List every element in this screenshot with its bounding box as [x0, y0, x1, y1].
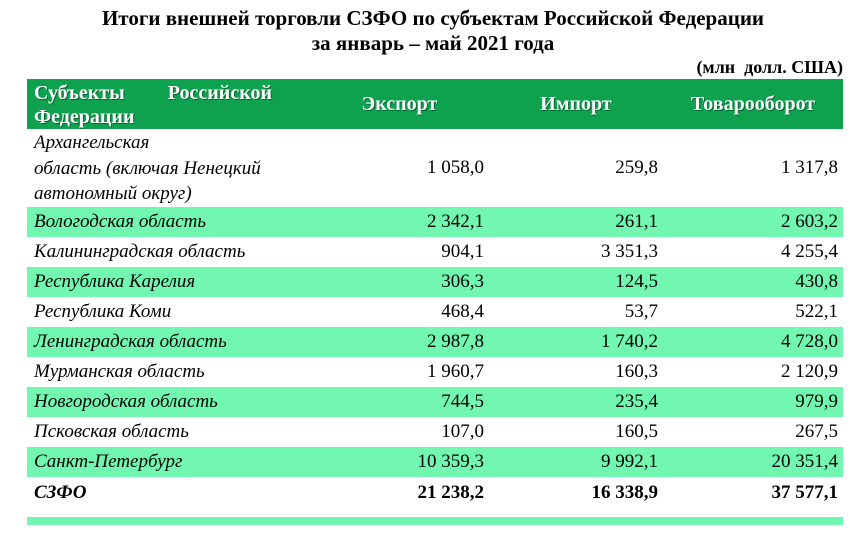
table-row: Ленинградская область 2 987,8 1 740,2 4 …: [27, 326, 843, 357]
region-name: Новгородская область: [34, 390, 218, 412]
turnover-value: 4 728,0: [781, 330, 838, 352]
import-value: 124,5: [615, 270, 658, 292]
table-row: Архангельская область (включая Ненецкий …: [27, 129, 843, 207]
region-name: Республика Коми: [34, 300, 172, 322]
column-header-turnover: Товарооборот: [690, 92, 816, 115]
trade-table: Субъекты Российской Федерации Экспорт Им…: [27, 79, 843, 509]
region-name: Вологодская область: [34, 210, 207, 232]
turnover-value: 979,9: [795, 390, 838, 412]
table-body: Архангельская область (включая Ненецкий …: [27, 129, 843, 509]
region-name: Санкт-Петербург: [34, 450, 183, 472]
turnover-value: 20 351,4: [771, 450, 839, 472]
title-line-2: за январь – май 2021 года: [311, 31, 555, 55]
page: Итоги внешней торговли СЗФО по субъектам…: [0, 6, 866, 525]
table-row: Калининградская область 904,1 3 351,3 4 …: [27, 237, 843, 267]
table-row: Псковская область 107,0 160,5 267,5: [27, 417, 843, 447]
export-value: 306,3: [441, 270, 484, 292]
export-value: 1 960,7: [427, 360, 484, 382]
region-name: СЗФО: [34, 481, 87, 503]
page-title: Итоги внешней торговли СЗФО по субъектам…: [0, 6, 866, 56]
import-value: 235,4: [615, 390, 658, 412]
export-value: 1 058,0: [427, 156, 484, 178]
turnover-value: 522,1: [795, 300, 838, 322]
export-value: 744,5: [441, 390, 484, 412]
export-value: 904,1: [441, 240, 484, 262]
table-row: Мурманская область 1 960,7 160,3 2 120,9: [27, 357, 843, 387]
turnover-value: 37 577,1: [771, 481, 839, 503]
turnover-value: 1 317,8: [781, 156, 838, 178]
region-name: Калининградская область: [34, 240, 246, 262]
import-value: 16 338,9: [591, 481, 659, 503]
import-value: 1 740,2: [601, 330, 658, 352]
import-value: 160,3: [615, 360, 658, 382]
region-name: Архангельская область (включая Ненецкий …: [34, 132, 261, 204]
table-row: Вологодская область 2 342,1 261,1 2 603,…: [27, 206, 843, 237]
export-value: 21 238,2: [417, 481, 485, 503]
import-value: 9 992,1: [601, 450, 658, 472]
region-name: Республика Карелия: [34, 270, 196, 292]
import-value: 160,5: [615, 420, 658, 442]
import-value: 261,1: [615, 210, 658, 232]
region-name: Псковская область: [34, 420, 189, 442]
export-value: 107,0: [441, 420, 484, 442]
column-header-import: Импорт: [540, 92, 612, 115]
turnover-value: 2 603,2: [781, 210, 838, 232]
turnover-value: 430,8: [795, 270, 838, 292]
table-bottom-border: [27, 516, 843, 525]
column-header-subjects: Субъекты Российской Федерации: [34, 82, 272, 128]
export-value: 10 359,3: [417, 450, 485, 472]
import-value: 53,7: [624, 300, 658, 322]
table-row: СЗФО 21 238,2 16 338,9 37 577,1: [27, 477, 843, 509]
table-row: Республика Коми 468,4 53,7 522,1: [27, 297, 843, 327]
region-name: Мурманская область: [34, 360, 205, 382]
export-value: 468,4: [441, 300, 484, 322]
region-name: Ленинградская область: [34, 330, 227, 352]
export-value: 2 342,1: [427, 210, 484, 232]
turnover-value: 2 120,9: [781, 360, 838, 382]
import-value: 259,8: [615, 156, 658, 178]
table-header-row: Субъекты Российской Федерации Экспорт Им…: [27, 79, 843, 129]
turnover-value: 267,5: [795, 420, 838, 442]
table-row: Санкт-Петербург 10 359,3 9 992,1 20 351,…: [27, 446, 843, 477]
table-row: Республика Карелия 306,3 124,5 430,8: [27, 266, 843, 297]
units-label: (млн долл. США): [696, 57, 843, 77]
import-value: 3 351,3: [601, 240, 658, 262]
column-header-export: Экспорт: [361, 92, 438, 115]
table-row: Новгородская область 744,5 235,4 979,9: [27, 386, 843, 417]
title-line-1: Итоги внешней торговли СЗФО по субъектам…: [101, 6, 765, 30]
export-value: 2 987,8: [427, 330, 484, 352]
turnover-value: 4 255,4: [781, 240, 838, 262]
